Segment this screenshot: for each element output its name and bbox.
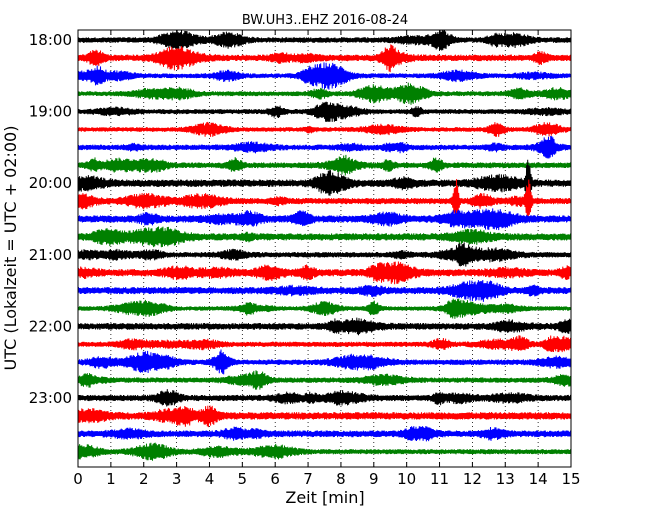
y-axis-ticks: 18:00 19:00 20:00 21:00 22:00 23:00 — [29, 31, 571, 407]
trace-1830 — [77, 62, 572, 90]
trace-2145 — [77, 298, 572, 319]
x-tick-label: 14 — [529, 470, 548, 488]
trace-2100 — [77, 242, 572, 267]
trace-1930 — [77, 135, 572, 159]
trace-2000 — [77, 159, 572, 208]
trace-2245 — [77, 370, 572, 390]
y-tick-label: 23:00 — [29, 389, 72, 407]
trace-1900 — [77, 101, 572, 122]
trace-2045 — [77, 226, 572, 248]
x-tick-label: 9 — [369, 470, 379, 488]
trace-2215 — [77, 335, 572, 353]
x-tick-label: 0 — [73, 470, 83, 488]
trace-2230 — [77, 349, 572, 375]
x-axis-label: Zeit [min] — [285, 488, 364, 507]
trace-1845 — [77, 82, 572, 105]
trace-2300 — [77, 389, 572, 407]
trace-1915 — [77, 121, 572, 137]
trace-2330 — [77, 426, 572, 442]
x-tick-label: 4 — [205, 470, 215, 488]
trace-2200 — [77, 317, 572, 336]
y-axis-label: UTC (Lokalzeit = UTC + 02:00) — [1, 126, 20, 371]
chart-title: BW.UH3..EHZ 2016-08-24 — [242, 13, 408, 28]
trace-2130 — [77, 279, 572, 302]
x-tick-label: 5 — [238, 470, 248, 488]
x-tick-label: 8 — [336, 470, 346, 488]
y-tick-label: 22:00 — [29, 317, 72, 335]
y-tick-label: 21:00 — [29, 246, 72, 264]
trace-2015 — [77, 179, 572, 221]
trace-2345 — [77, 442, 572, 461]
y-tick-label: 19:00 — [29, 103, 72, 121]
y-tick-label: 18:00 — [29, 31, 72, 49]
trace-1945 — [77, 154, 572, 176]
x-tick-label: 11 — [430, 470, 449, 488]
x-tick-label: 7 — [303, 470, 313, 488]
plot-frame — [77, 29, 572, 468]
x-tick-label: 12 — [463, 470, 482, 488]
y-tick-label: 20:00 — [29, 174, 72, 192]
x-tick-label: 13 — [496, 470, 515, 488]
trace-1800 — [77, 29, 572, 51]
trace-2030 — [77, 208, 572, 231]
trace-2315 — [77, 405, 572, 428]
x-tick-label: 3 — [172, 470, 182, 488]
x-tick-label: 6 — [270, 470, 280, 488]
trace-2115 — [77, 261, 572, 285]
x-axis-ticks: 0 1 2 3 4 5 6 7 8 9 10 11 12 13 14 15 — [73, 30, 581, 488]
trace-1815 — [77, 44, 572, 73]
x-tick-label: 15 — [561, 470, 580, 488]
x-tick-label: 2 — [139, 470, 149, 488]
seismogram-traces — [77, 29, 572, 461]
x-tick-label: 10 — [397, 470, 416, 488]
x-tick-label: 1 — [106, 470, 116, 488]
